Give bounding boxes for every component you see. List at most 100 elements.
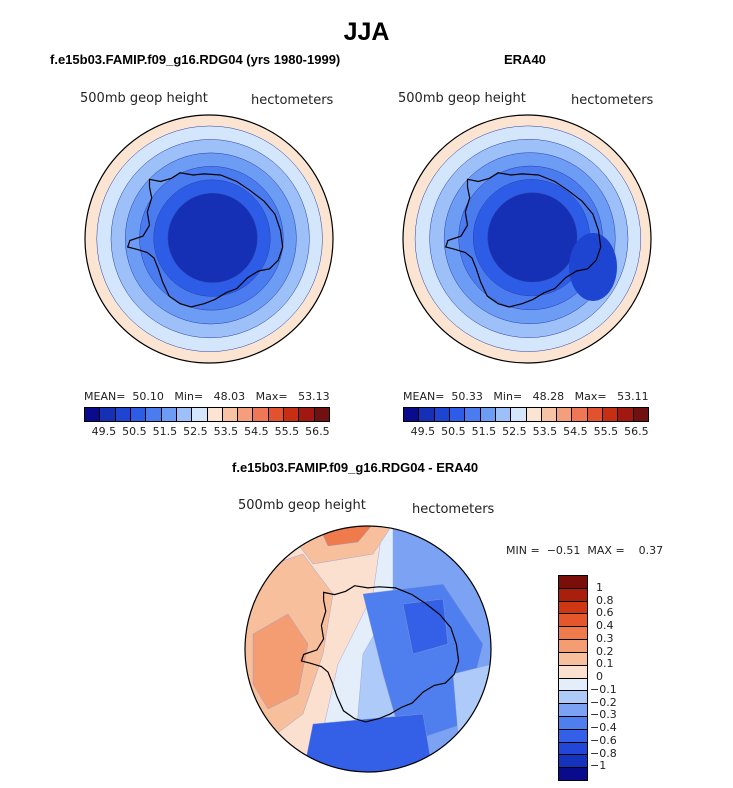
- panel2-min-value: 48.28: [532, 390, 565, 403]
- panel2-coastline: [444, 172, 602, 308]
- panel2-colorbar-swatch: [511, 408, 527, 421]
- panel3-stats: MIN = −0.51 MAX = 0.37: [506, 544, 663, 557]
- panel2-colorbar-swatch: [480, 408, 496, 421]
- panel2-colorbar-tick-label: 53.5: [532, 425, 558, 438]
- panel1-colorbar-swatch: [284, 408, 300, 421]
- panel1-colorbar-swatch: [253, 408, 269, 421]
- panel2-colorbar-tick-label: 52.5: [502, 425, 527, 438]
- panel2-field-label: 500mb geop height: [398, 91, 526, 106]
- panel3-field-label: 500mb geop height: [238, 498, 366, 513]
- panel3-colorbar-swatch: [559, 755, 587, 769]
- panel1-colorbar-swatch: [222, 408, 239, 421]
- panel2-colorbar-swatch: [495, 408, 512, 421]
- panel3-colorbar-swatch: [559, 627, 587, 641]
- panel1-colorbar-swatch: [130, 408, 147, 421]
- panel2-contour-band: [487, 192, 578, 283]
- panel2-colorbar-swatch: [557, 408, 573, 421]
- panel2-max-label: Max=: [574, 390, 607, 403]
- panel1-colorbar-swatch: [85, 408, 101, 421]
- panel3-colorbar-tick-label: 0.3: [596, 631, 614, 645]
- panel3-colorbar-tick-label: −1: [590, 759, 607, 773]
- panel3-colorbar-tick-label: 0.8: [596, 593, 614, 607]
- panel3-colorbar-swatch: [559, 614, 587, 628]
- panel2-title: ERA40: [504, 52, 546, 67]
- panel2-colorbar-ticks: 49.5 50.5 51.5 52.5 53.5 54.5 55.5 56.5: [403, 425, 655, 438]
- panel1-stats: MEAN= 50.10 Min= 48.03 Max= 53.13: [84, 390, 330, 403]
- panel3-colorbar-tick-label: 0.4: [596, 619, 614, 632]
- panel2-colorbar-swatch: [603, 408, 619, 421]
- panel3-colorbar-swatch: [559, 601, 587, 615]
- panel2-contour-band: [569, 233, 617, 301]
- panel2-colorbar-tick-label: 51.5: [471, 425, 497, 438]
- panel1-colorbar-tick-label: 53.5: [213, 425, 239, 438]
- panel2-stats: MEAN= 50.33 Min= 48.28 Max= 53.11: [403, 390, 649, 403]
- panel1-map-border: [84, 114, 334, 364]
- panel1-max-label: Max=: [255, 390, 288, 403]
- panel1-colorbar-tick-label: 49.5: [91, 425, 117, 438]
- panel3-colorbar-tick-label: 0.6: [596, 606, 614, 620]
- panel3-colorbar-tick-label: −0.6: [590, 733, 617, 747]
- panel3-colorbar-tick-label: −0.4: [590, 721, 617, 734]
- panel2-map: [402, 114, 652, 364]
- panel2-max-value: 53.11: [617, 390, 649, 403]
- panel3-contour-band: [252, 613, 309, 710]
- panel3-colorbar-swatch: [559, 716, 587, 730]
- panel1-colorbar-swatch: [238, 408, 254, 421]
- panel3-colorbar-tick-label: 1: [596, 580, 603, 594]
- panel2-mean-label: MEAN=: [403, 390, 445, 403]
- panel2-colorbar-swatch: [587, 408, 604, 421]
- panel3-colorbar-swatch: [559, 652, 587, 666]
- panel1-colorbar-swatch: [146, 408, 162, 421]
- panel1-max-value: 53.13: [298, 390, 330, 403]
- panel3-contour-band: [452, 663, 491, 755]
- panel2-colorbar-tick-label: 50.5: [441, 425, 466, 438]
- panel1-colorbar-tick-label: 52.5: [183, 425, 208, 438]
- panel3-colorbar-tick-label: 0.1: [596, 657, 614, 671]
- panel1-colorbar-tick-label: 50.5: [122, 425, 147, 438]
- panel3-colorbar: [558, 575, 588, 781]
- panel1-colorbar-tick-label: 54.5: [244, 425, 269, 438]
- panel1-colorbar-tick-label: 55.5: [274, 425, 300, 438]
- panel2-colorbar-swatch: [526, 408, 542, 421]
- panel1-field-label: 500mb geop height: [80, 91, 208, 106]
- panel1-colorbar-swatch: [100, 408, 116, 421]
- page-title: JJA: [343, 18, 390, 46]
- panel3-title: f.e15b03.FAMIP.f09_g16.RDG04 - ERA40: [232, 460, 479, 475]
- panel3-colorbar-swatch: [559, 588, 587, 602]
- panel3-max-label: MAX =: [587, 544, 625, 557]
- panel2-colorbar-swatch: [404, 408, 420, 421]
- panel2-colorbar-swatch: [449, 408, 466, 421]
- panel2-colorbar-swatch: [633, 408, 648, 421]
- panel1-title: f.e15b03.FAMIP.f09_g16.RDG04 (yrs 1980-1…: [50, 52, 341, 67]
- panel1-contour-band: [167, 193, 258, 283]
- panel1-units-label: hectometers: [251, 93, 334, 108]
- panel2-colorbar-swatch: [541, 408, 558, 421]
- panel3-colorbar-swatch: [559, 576, 587, 589]
- panel3-colorbar-swatch: [559, 665, 587, 679]
- panel3-colorbar-tick-label: 0: [596, 670, 603, 683]
- panel2-colorbar-tick-label: 49.5: [410, 425, 436, 438]
- panel1-colorbar-swatch: [115, 408, 131, 421]
- panel3-min-value: −0.51: [546, 544, 581, 557]
- panel3-colorbar-swatch: [559, 691, 587, 705]
- panel1-map: [84, 114, 334, 364]
- panel3-colorbar-swatch: [559, 729, 587, 743]
- panel2-colorbar-tick-label: 55.5: [593, 425, 619, 438]
- panel1-min-label: Min=: [174, 390, 204, 403]
- panel1-colorbar-ticks: 49.5 50.5 51.5 52.5 53.5 54.5 55.5 56.5: [84, 425, 336, 438]
- panel1-mean-value: 50.10: [132, 390, 164, 403]
- panel3-map-border: [244, 525, 492, 773]
- panel1-colorbar: [84, 407, 330, 422]
- panel3-contour-band: [302, 713, 434, 772]
- panel3-coastline: [300, 585, 460, 723]
- panel1-colorbar-tick-label: 56.5: [305, 425, 330, 438]
- panel2-colorbar: [403, 407, 649, 422]
- panel3-colorbar-swatch: [559, 768, 587, 780]
- panel1-colorbar-swatch: [314, 408, 329, 421]
- panel1-colorbar-swatch: [299, 408, 315, 421]
- panel1-colorbar-tick-label: 51.5: [152, 425, 178, 438]
- panel3-colorbar-tick-label: −0.8: [590, 746, 617, 760]
- panel1-coastline: [126, 172, 284, 308]
- panel1-colorbar-swatch: [192, 408, 208, 421]
- panel3-colorbar-swatch: [559, 678, 587, 692]
